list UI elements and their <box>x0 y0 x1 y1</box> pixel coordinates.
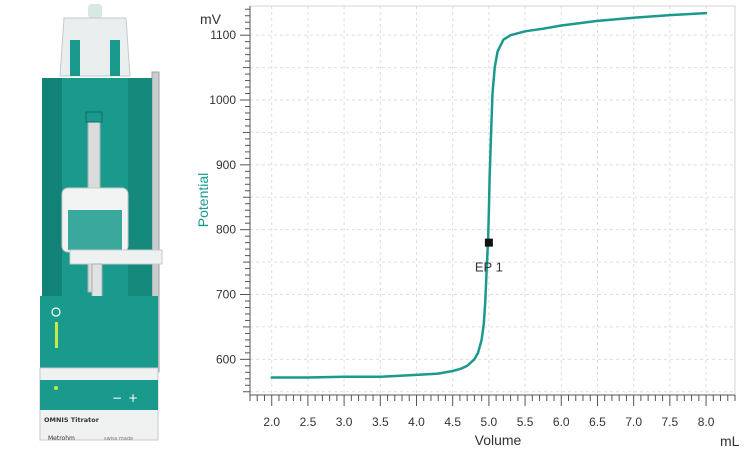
axes <box>240 5 736 406</box>
x-tick-label: 3.5 <box>372 415 389 429</box>
x-tick-label: 4.0 <box>408 415 425 429</box>
minus-symbol: − <box>112 391 122 405</box>
y-tick-label: 700 <box>216 288 236 302</box>
endpoint-label: EP 1 <box>475 260 503 275</box>
x-tick-label: 2.5 <box>300 415 317 429</box>
power-icon <box>51 307 61 317</box>
y-axis-title: Potential <box>195 173 211 227</box>
x-tick-label: 2.0 <box>263 415 280 429</box>
series-layer <box>270 11 708 379</box>
x-tick-label: 6.0 <box>553 415 570 429</box>
control-panel <box>40 296 158 368</box>
x-tick-label: 8.0 <box>698 415 715 429</box>
x-tick-label: 3.0 <box>336 415 353 429</box>
y-tick-label: 1100 <box>210 28 236 42</box>
y-tick-label: 900 <box>216 158 236 172</box>
tagline: swiss made <box>104 436 133 442</box>
x-tick-label: 7.0 <box>625 415 642 429</box>
reagent-bottle-cap <box>88 4 102 18</box>
y-tick-label: 800 <box>216 223 236 237</box>
x-tick-label: 4.5 <box>444 415 461 429</box>
x-tick-label: 7.5 <box>662 415 679 429</box>
x-axis-title: Volume <box>475 432 522 448</box>
x-tick-label: 5.0 <box>481 415 498 429</box>
brand-name: Metrohm <box>48 435 75 442</box>
titration-curve-chart: 2.0 2.5 3.0 3.5 4.0 4.5 5.0 5.5 6.0 6.5 7.0 7.5 8.0 … <box>195 5 740 449</box>
y-tick-label: 1000 <box>209 93 236 107</box>
titration-curve-line <box>270 11 708 379</box>
electrode-holder <box>69 249 163 265</box>
endpoint-marker <box>484 238 493 247</box>
x-tick-label: 5.5 <box>517 415 534 429</box>
status-led <box>54 386 58 390</box>
x-tick-label: 6.5 <box>589 415 606 429</box>
grid-lines <box>250 6 735 395</box>
y-axis-unit: mV <box>200 11 222 27</box>
x-tick-labels: 2.0 2.5 3.0 3.5 4.0 4.5 5.0 5.5 6.0 6.5 7.0 7.5 8.0 <box>263 415 714 429</box>
x-axis-unit: mL <box>720 433 740 449</box>
y-tick-labels: 600 700 800 900 1000 1100 <box>209 28 236 366</box>
endpoint-layer: EP 1 <box>475 238 503 275</box>
plot-frame <box>249 5 736 396</box>
titrator-device-image: − + OMNIS Titrator Metrohm swiss made <box>39 4 163 442</box>
product-name: OMNIS Titrator <box>44 416 100 424</box>
plus-symbol: + <box>128 391 138 405</box>
y-tick-label: 600 <box>216 352 236 366</box>
